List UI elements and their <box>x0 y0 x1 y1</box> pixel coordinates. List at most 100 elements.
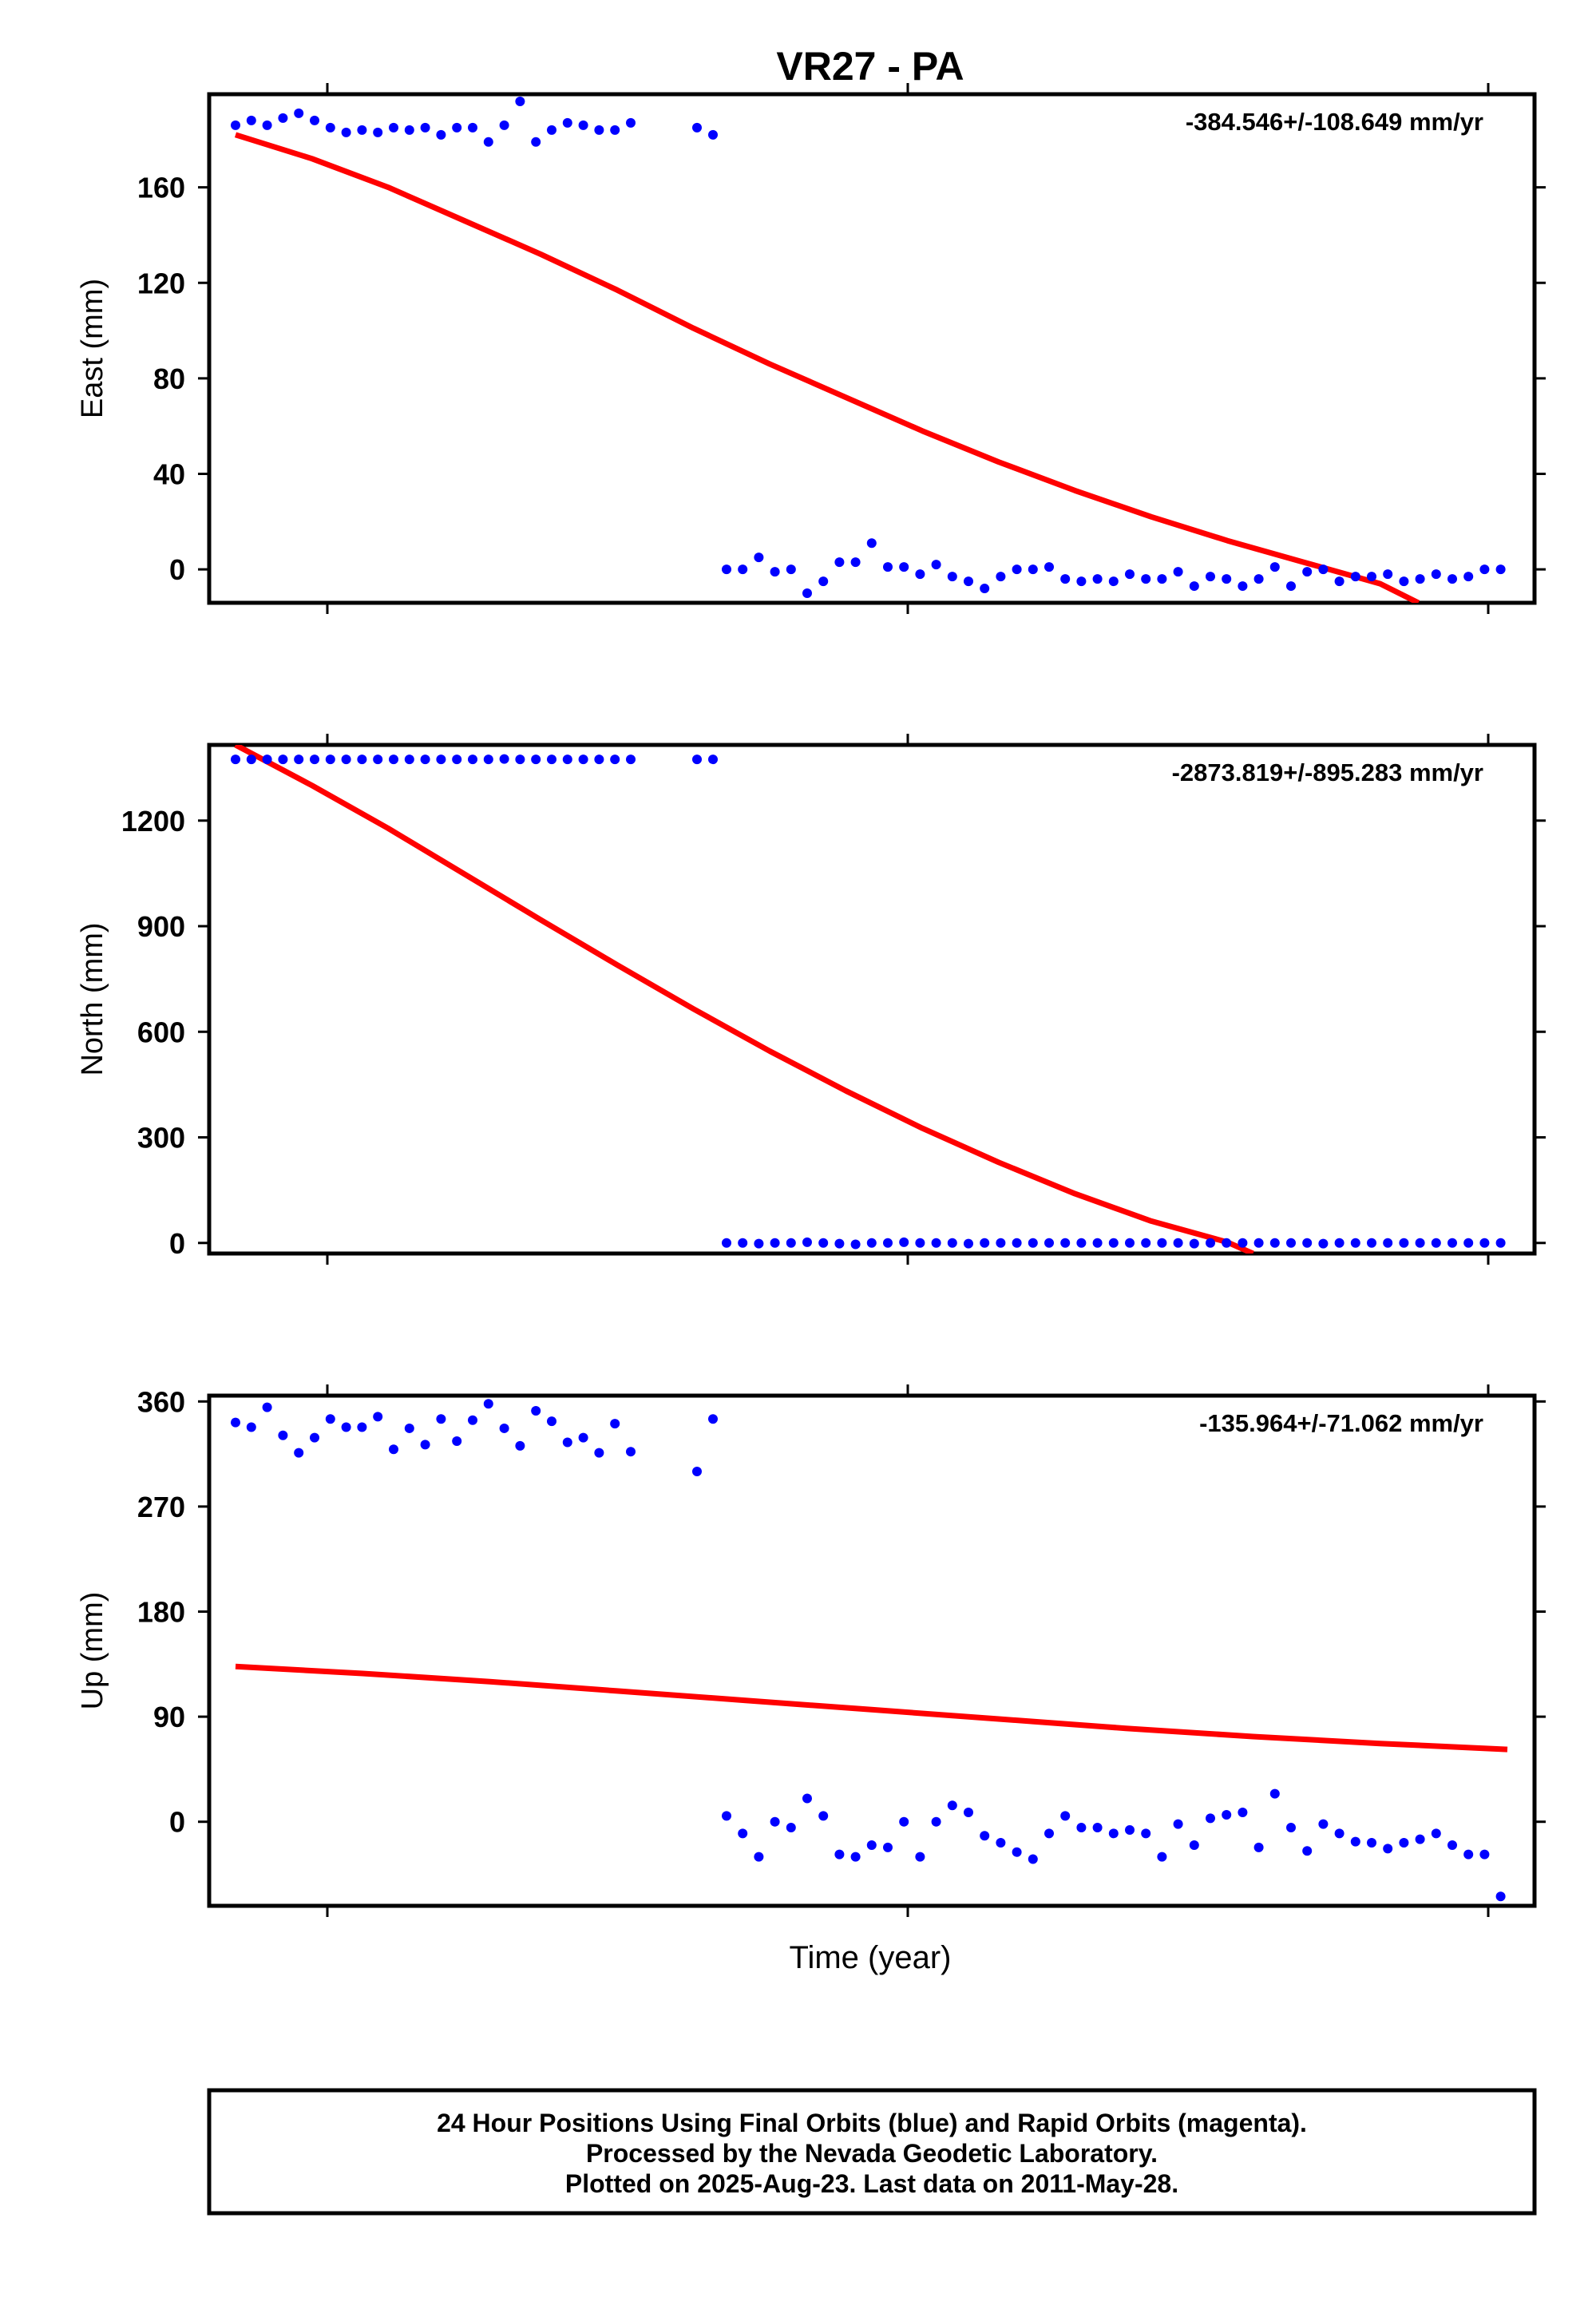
north-data-point <box>1141 1238 1151 1248</box>
footer-line-1: 24 Hour Positions Using Final Orbits (bl… <box>437 2109 1307 2137</box>
north-data-point <box>883 1238 893 1248</box>
east-data-point <box>1108 576 1119 587</box>
footer-line-2: Processed by the Nevada Geodetic Laborat… <box>586 2139 1158 2168</box>
up-data-point <box>1076 1823 1087 1833</box>
north-data-point <box>404 755 414 765</box>
north-data-point <box>325 755 335 765</box>
north-data-point <box>1383 1238 1393 1248</box>
up-data-point <box>452 1436 462 1447</box>
up-data-point <box>436 1414 446 1424</box>
up-data-point <box>866 1840 877 1850</box>
east-data-point <box>722 564 731 575</box>
east-data-point <box>1044 562 1054 572</box>
north-rate-label: -2873.819+/-895.283 mm/yr <box>1172 758 1483 786</box>
up-data-point <box>1092 1823 1103 1833</box>
up-plot-frame <box>207 1393 1537 1908</box>
up-data-point <box>373 1412 383 1422</box>
north-data-point <box>931 1238 941 1248</box>
east-data-point <box>802 588 812 599</box>
east-data-point <box>1125 569 1135 580</box>
up-data-point <box>1108 1828 1119 1839</box>
up-data-point <box>531 1406 541 1416</box>
east-data-point <box>310 115 319 125</box>
east-data-point <box>980 584 990 594</box>
up-data-point <box>483 1399 493 1409</box>
up-data-point <box>310 1432 319 1443</box>
north-data-point <box>294 755 304 765</box>
east-data-point <box>1447 574 1457 584</box>
up-data-point <box>1173 1819 1183 1829</box>
east-ytick-label: 120 <box>137 267 185 299</box>
up-data-point <box>1463 1849 1474 1860</box>
up-data-point <box>515 1440 525 1451</box>
east-data-point <box>373 127 383 137</box>
north-plot-frame <box>207 743 1537 1256</box>
east-data-point <box>1383 569 1393 580</box>
north-data-point <box>980 1238 990 1248</box>
east-data-point <box>404 125 414 135</box>
up-data-point <box>389 1444 398 1455</box>
up-data-point <box>692 1467 702 1477</box>
north-data-point <box>1060 1238 1071 1248</box>
east-data-point <box>1463 572 1474 582</box>
east-ytick-label: 40 <box>153 458 185 491</box>
up-data-point <box>420 1440 430 1450</box>
north-data-point <box>818 1238 829 1248</box>
north-data-point <box>1463 1238 1474 1248</box>
north-data-point <box>1415 1238 1425 1248</box>
north-data-point <box>1092 1238 1103 1248</box>
up-data-point <box>738 1828 748 1839</box>
east-data-point <box>1238 581 1248 592</box>
north-data-point <box>1350 1238 1360 1248</box>
up-data-point <box>834 1849 845 1860</box>
north-data-point <box>708 755 718 765</box>
up-data-point <box>1238 1808 1248 1818</box>
east-data-point <box>1318 564 1329 575</box>
up-data-point <box>1269 1788 1280 1799</box>
north-data-point <box>1495 1238 1506 1248</box>
north-data-point <box>834 1238 845 1249</box>
north-data-point <box>1447 1238 1457 1248</box>
east-ytick-label: 0 <box>169 553 185 586</box>
up-data-point <box>594 1448 604 1458</box>
east-data-point <box>1206 572 1215 582</box>
north-data-point <box>1125 1238 1135 1248</box>
up-data-point <box>722 1811 731 1821</box>
up-data-point <box>850 1852 861 1862</box>
east-data-point <box>1189 581 1199 592</box>
north-data-point <box>1173 1238 1183 1248</box>
east-data-point <box>468 122 477 133</box>
east-data-point <box>899 562 909 572</box>
east-data-point <box>341 127 351 137</box>
up-data-point <box>1495 1891 1506 1902</box>
east-ytick-label: 160 <box>137 172 185 204</box>
east-data-point <box>1092 574 1103 584</box>
east-data-point <box>1399 576 1409 587</box>
east-data-point <box>708 129 718 140</box>
east-data-point <box>1479 564 1490 575</box>
north-data-point <box>1238 1238 1248 1248</box>
east-panel: 0 40 80 120 160 East (mm) -384.546+/-108.649 m… <box>76 83 1546 614</box>
east-data-point <box>883 562 893 572</box>
up-panel: 0 90 180 270 360 Up (mm) -135.964+/-71.062 mm/… <box>76 1384 1546 1917</box>
up-data-point <box>770 1816 780 1827</box>
north-data-point <box>420 755 430 765</box>
up-data-point <box>1044 1828 1054 1839</box>
up-data-point <box>341 1422 351 1432</box>
east-data-point <box>692 122 702 133</box>
east-data-point <box>483 137 493 147</box>
north-data-point <box>357 755 367 765</box>
north-data-point <box>310 755 319 765</box>
east-data-point <box>1367 572 1376 582</box>
north-data-point <box>594 755 604 765</box>
north-fit-line <box>234 745 1254 1254</box>
north-data-point <box>1479 1238 1490 1248</box>
north-data-point <box>850 1239 861 1250</box>
north-data-point <box>626 755 636 765</box>
north-data-point <box>1028 1238 1038 1248</box>
up-data-point <box>262 1402 272 1412</box>
north-data-point <box>738 1238 748 1248</box>
north-data-point <box>964 1238 973 1249</box>
up-ytick-label: 360 <box>137 1385 185 1418</box>
